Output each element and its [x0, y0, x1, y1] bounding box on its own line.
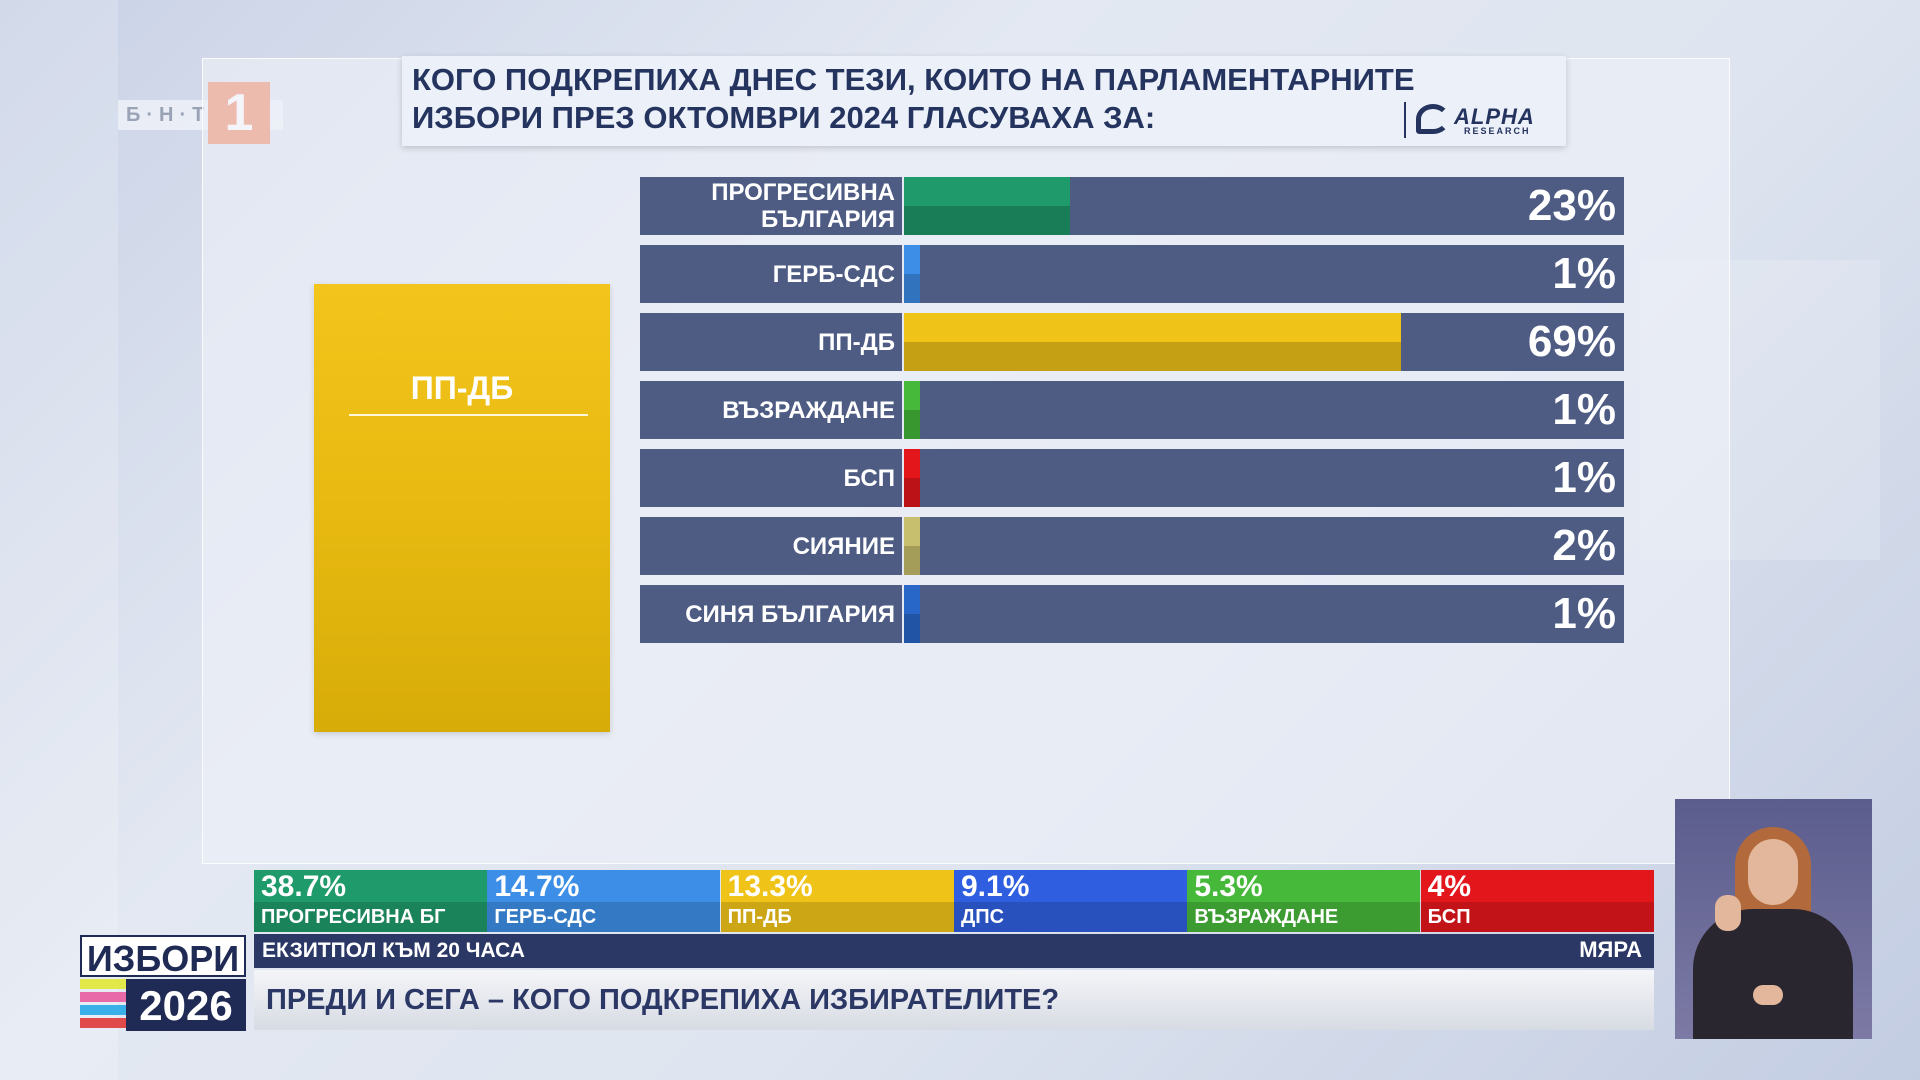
bar — [904, 245, 920, 303]
bar-label: БСП — [843, 464, 895, 492]
exit-poll-label: ЕКЗИТПОЛ КЪМ 20 ЧАСА — [262, 939, 525, 962]
ticker-label: ГЕРБ-СДС — [494, 906, 597, 928]
source-name: ALPHA — [1454, 104, 1535, 129]
ticker-value: 5.3% — [1194, 870, 1263, 903]
bar-track — [904, 585, 1624, 643]
ticker-item: 14.7% ГЕРБ-СДС — [487, 870, 721, 932]
bar-label: ПП-ДБ — [818, 328, 895, 356]
bar — [904, 177, 1070, 235]
bar-value-label: 23% — [1527, 181, 1616, 230]
source-sub: RESEARCH — [1464, 126, 1531, 136]
bar-value-label: 1% — [1552, 249, 1616, 298]
headline-text: ПРЕДИ И СЕГА – КОГО ПОДКРЕПИХА ИЗБИРАТЕЛ… — [266, 984, 1060, 1016]
background-panel — [0, 0, 118, 1080]
bar-track — [904, 313, 1624, 371]
elections-logo: ИЗБОРИ 2026 — [80, 935, 246, 1031]
bar — [904, 313, 1401, 371]
ticker-item: 5.3% ВЪЗРАЖДАНЕ — [1187, 870, 1421, 932]
bar-label: ВЪЗРАЖДАНЕ — [722, 396, 895, 424]
chart-title: КОГО ПОДКРЕПИХА ДНЕС ТЕЗИ, КОИТО НА ПАРЛ… — [402, 56, 1566, 146]
ticker-label: ПП-ДБ — [727, 906, 792, 928]
elections-word: ИЗБОРИ — [80, 935, 246, 979]
selected-party-card: ПП-ДБ — [314, 284, 610, 732]
bar-value-label: 69% — [1527, 317, 1616, 366]
info-strip: ЕКЗИТПОЛ КЪМ 20 ЧАСА МЯРА — [254, 934, 1654, 968]
bar-value-label: 1% — [1552, 385, 1616, 434]
ticker-value: 13.3% — [727, 870, 813, 903]
bar-row: ПРОГРЕСИВНА БЪЛГАРИЯ 23% — [640, 177, 1624, 235]
interpreter-face — [1748, 839, 1798, 905]
bar-track — [904, 245, 1624, 303]
bar-divider — [902, 517, 904, 575]
title-line-2: ИЗБОРИ ПРЕЗ ОКТОМВРИ 2024 ГЛАСУВАХА ЗА: — [412, 100, 1156, 135]
bar-row: ВЪЗРАЖДАНЕ 1% — [640, 381, 1624, 439]
bar-divider — [902, 381, 904, 439]
headline-bar: ПРЕДИ И СЕГА – КОГО ПОДКРЕПИХА ИЗБИРАТЕЛ… — [254, 970, 1654, 1030]
ticker-item: 4% БСП — [1420, 870, 1654, 932]
bar-divider — [902, 449, 904, 507]
ticker-value: 9.1% — [960, 870, 1030, 903]
ticker-value: 4% — [1427, 870, 1471, 903]
bar-row: ГЕРБ-СДС 1% — [640, 245, 1624, 303]
ticker-item: 38.7% ПРОГРЕСИВНА БГ — [254, 870, 487, 932]
ticker-value: 38.7% — [261, 870, 347, 903]
bar-track — [904, 177, 1624, 235]
bar-row: СИЯНИЕ 2% — [640, 517, 1624, 575]
ticker-item: 13.3% ПП-ДБ — [720, 870, 954, 932]
ticker-item: 9.1% ДПС — [953, 870, 1187, 932]
bar-label: ГЕРБ-СДС — [772, 260, 895, 288]
bar-label: ПРОГРЕСИВНА БЪЛГАРИЯ — [711, 179, 895, 233]
bar-track — [904, 381, 1624, 439]
sign-language-interpreter — [1675, 799, 1872, 1039]
selected-party-name: ПП-ДБ — [410, 370, 514, 406]
selected-party-underline — [349, 414, 588, 416]
bar-divider — [902, 245, 904, 303]
bar-value-label: 1% — [1552, 589, 1616, 638]
bar-track — [904, 449, 1624, 507]
bar-value-label: 1% — [1552, 453, 1616, 502]
bar-row: СИНЯ БЪЛГАРИЯ 1% — [640, 585, 1624, 643]
elections-stripes — [80, 979, 126, 1031]
alpha-research-icon — [1416, 104, 1450, 134]
bar-row: БСП 1% — [640, 449, 1624, 507]
title-line-1: КОГО ПОДКРЕПИХА ДНЕС ТЕЗИ, КОИТО НА ПАРЛ… — [412, 62, 1415, 97]
bar-divider — [902, 585, 904, 643]
pollster-label: МЯРА — [1579, 937, 1642, 962]
bar-track — [904, 517, 1624, 575]
elections-year: 2026 — [126, 979, 246, 1031]
bar-row: ПП-ДБ 69% — [640, 313, 1624, 371]
source-logo: ALPHA RESEARCH — [1404, 102, 1554, 138]
bar-label: СИНЯ БЪЛГАРИЯ — [685, 600, 895, 628]
ticker-label: ДПС — [960, 906, 1005, 928]
bar-divider — [902, 177, 904, 235]
interpreter-hand — [1715, 895, 1741, 931]
results-ticker: 38.7% ПРОГРЕСИВНА БГ 14.7% ГЕРБ-СДС 13.3% ПП-… — [254, 870, 1654, 932]
interpreter-body — [1693, 909, 1853, 1039]
bar-divider — [902, 313, 904, 371]
bar-label: СИЯНИЕ — [792, 532, 895, 560]
bar-value-label: 2% — [1552, 521, 1616, 570]
bar — [904, 585, 920, 643]
bar — [904, 381, 920, 439]
ticker-value: 14.7% — [494, 870, 580, 903]
ticker-label: ВЪЗРАЖДАНЕ — [1194, 906, 1339, 928]
ticker-label: ПРОГРЕСИВНА БГ — [261, 906, 446, 928]
bar-chart: ПРОГРЕСИВНА БЪЛГАРИЯ 23% ГЕРБ-СДС 1% ПП-ДБ 69… — [640, 177, 1624, 647]
interpreter-hand — [1753, 985, 1783, 1005]
bar — [904, 517, 920, 575]
bar — [904, 449, 920, 507]
ticker-label: БСП — [1427, 906, 1471, 928]
